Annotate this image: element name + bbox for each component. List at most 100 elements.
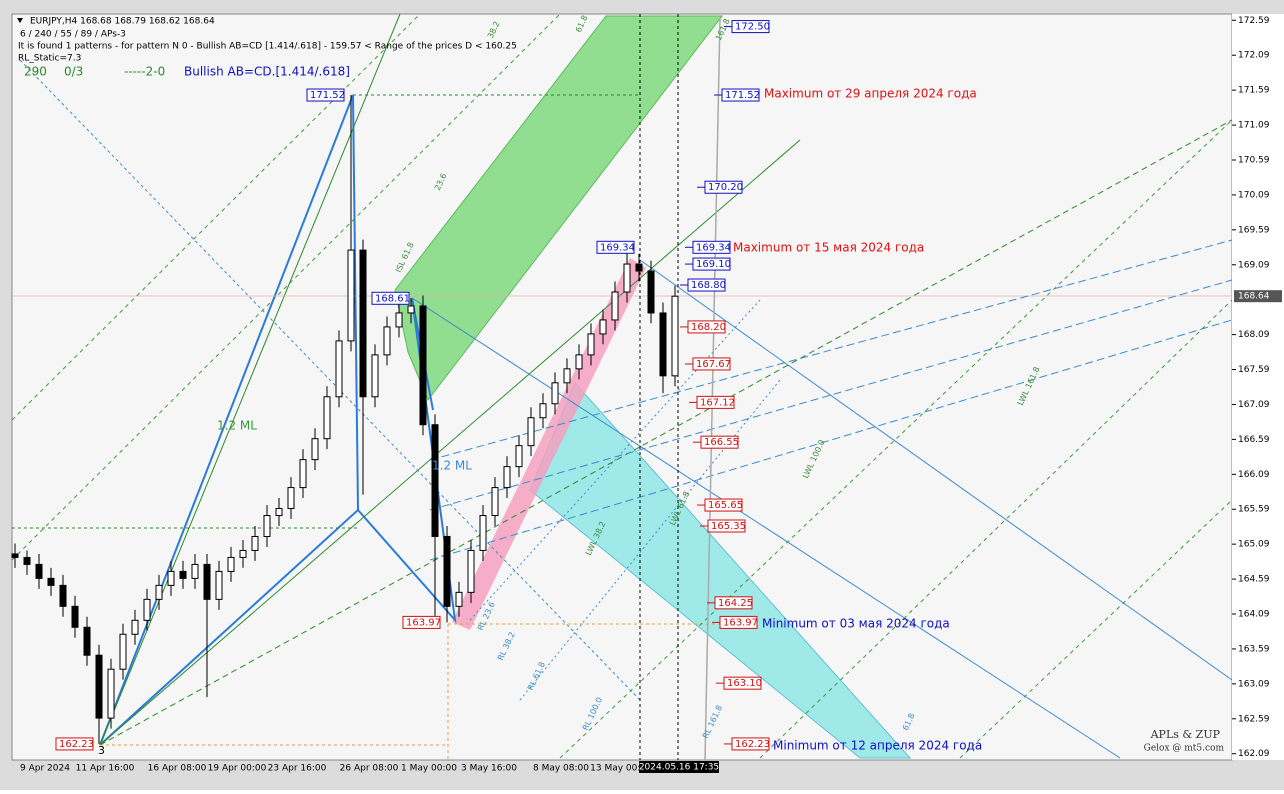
pattern-box: [371, 291, 410, 305]
x-tick-label: 8 May 08:00: [533, 764, 589, 774]
candle-body: [119, 633, 127, 670]
annotation: 1.2 ML: [432, 459, 472, 473]
candle-body: [659, 312, 667, 377]
y-tick-label: 172.09: [1238, 51, 1270, 61]
channel-line: [411, 297, 1121, 759]
candle-body: [599, 319, 607, 335]
price-box: [721, 88, 760, 102]
x-tick-label: 16 Apr 08:00: [148, 764, 207, 774]
candle-body: [527, 417, 535, 447]
price-label: 165.65: [708, 500, 743, 511]
price-box: [687, 278, 726, 292]
candle-body: [455, 591, 463, 607]
price-label: 172.50: [735, 22, 770, 33]
candle-body: [155, 584, 163, 600]
candle-body: [467, 549, 475, 593]
candle-body: [287, 487, 295, 510]
y-tick-label: 170.59: [1238, 155, 1270, 165]
fan-line: [99, 139, 801, 746]
x-tick-label: 13 May 00:00: [590, 764, 652, 774]
candle-body: [551, 382, 559, 405]
info-text: RL_Static=7.3: [18, 54, 81, 64]
title: EURJPY,H4 168.68 168.79 168.62 168.64: [30, 17, 215, 27]
price-box: [700, 435, 739, 449]
candle-body: [275, 508, 283, 517]
decor: [11, 13, 1233, 761]
price-label: 163.97: [723, 617, 758, 628]
price-box: [731, 737, 770, 751]
annotation: Minimum от 12 апреля 2024 года: [773, 739, 982, 753]
diag-line: [759, 299, 1233, 759]
price-label: 170.20: [708, 182, 743, 193]
pattern-label: 171.52: [310, 90, 345, 101]
x-tick-label: 3 May 16:00: [461, 764, 517, 774]
price-box: [719, 615, 758, 629]
price-label: 167.67: [696, 359, 731, 370]
candle-body: [35, 563, 43, 579]
x-tick-label: 9 Apr 2024: [20, 764, 70, 774]
y-tick-label: 163.09: [1238, 679, 1270, 689]
candle-body: [371, 354, 379, 398]
y-tick-label: 165.09: [1238, 540, 1270, 550]
candle-body: [239, 549, 247, 558]
y-tick-label: 164.59: [1238, 575, 1270, 585]
price-box: [704, 180, 743, 194]
price-box: [687, 320, 726, 334]
price-box: [692, 240, 731, 254]
y-tick-label: 164.09: [1238, 610, 1270, 620]
y-tick-label: 171.59: [1238, 86, 1270, 96]
price-box: [731, 20, 770, 34]
candle-body: [503, 466, 511, 489]
candle-body: [419, 305, 427, 426]
info-text: 0/3: [64, 65, 83, 79]
info-text: Bullish AB=CD.[1.414/.618]: [184, 65, 350, 79]
fan-line: [99, 13, 401, 746]
price-box: [707, 519, 746, 533]
y-tick-label: 168.09: [1238, 330, 1270, 340]
candle-body: [215, 570, 223, 600]
candle-body: [191, 563, 199, 579]
candle-body: [311, 438, 319, 461]
candle-body: [407, 305, 415, 314]
candle-body: [515, 445, 523, 468]
candle-body: [263, 515, 271, 537]
diag-line: [519, 379, 781, 701]
pattern-label: 163.97: [406, 617, 441, 628]
annotation: 1.2 ML: [217, 419, 257, 433]
diag-line: [469, 299, 761, 621]
price-box: [714, 596, 753, 610]
price-box: [692, 257, 731, 271]
candle-body: [251, 535, 259, 551]
info-text: 290: [24, 65, 47, 79]
price-box: [704, 498, 743, 512]
ml-line: [429, 279, 1233, 511]
y-tick-label: 166.59: [1238, 435, 1270, 445]
last-price-box: [1234, 290, 1282, 303]
y-tick-label: 162.59: [1238, 714, 1270, 724]
y-tick-label: 171.09: [1238, 121, 1270, 131]
x-tick-label: 11 Apr 16:00: [76, 764, 135, 774]
y-tick-label: 166.09: [1238, 470, 1270, 480]
candle-body: [587, 333, 595, 356]
candle-body: [167, 570, 175, 586]
candle-body: [383, 326, 391, 356]
candle-body: [647, 270, 655, 314]
candle-body: [131, 619, 139, 635]
price-label: 168.80: [691, 280, 726, 291]
info-text: -----2-0: [124, 65, 165, 79]
price-label: 164.25: [718, 598, 753, 609]
candle-body: [635, 263, 643, 272]
candle-body: [539, 403, 547, 419]
diag-line: [19, 59, 641, 701]
y-tick-label: 165.59: [1238, 505, 1270, 515]
diag-line: [559, 119, 1233, 759]
footer-text: Gelox @ mt5.com: [1144, 744, 1225, 754]
pattern-label: 168.61: [375, 293, 410, 304]
price-label: 167.12: [700, 397, 735, 408]
pattern-box: [306, 88, 345, 102]
pattern-box: [596, 240, 635, 254]
price-label: 162.23: [735, 739, 770, 750]
pattern-label: 162.23: [59, 739, 94, 750]
annotation: Maximum от 15 мая 2024 года: [733, 241, 924, 255]
candle-body: [671, 295, 679, 377]
